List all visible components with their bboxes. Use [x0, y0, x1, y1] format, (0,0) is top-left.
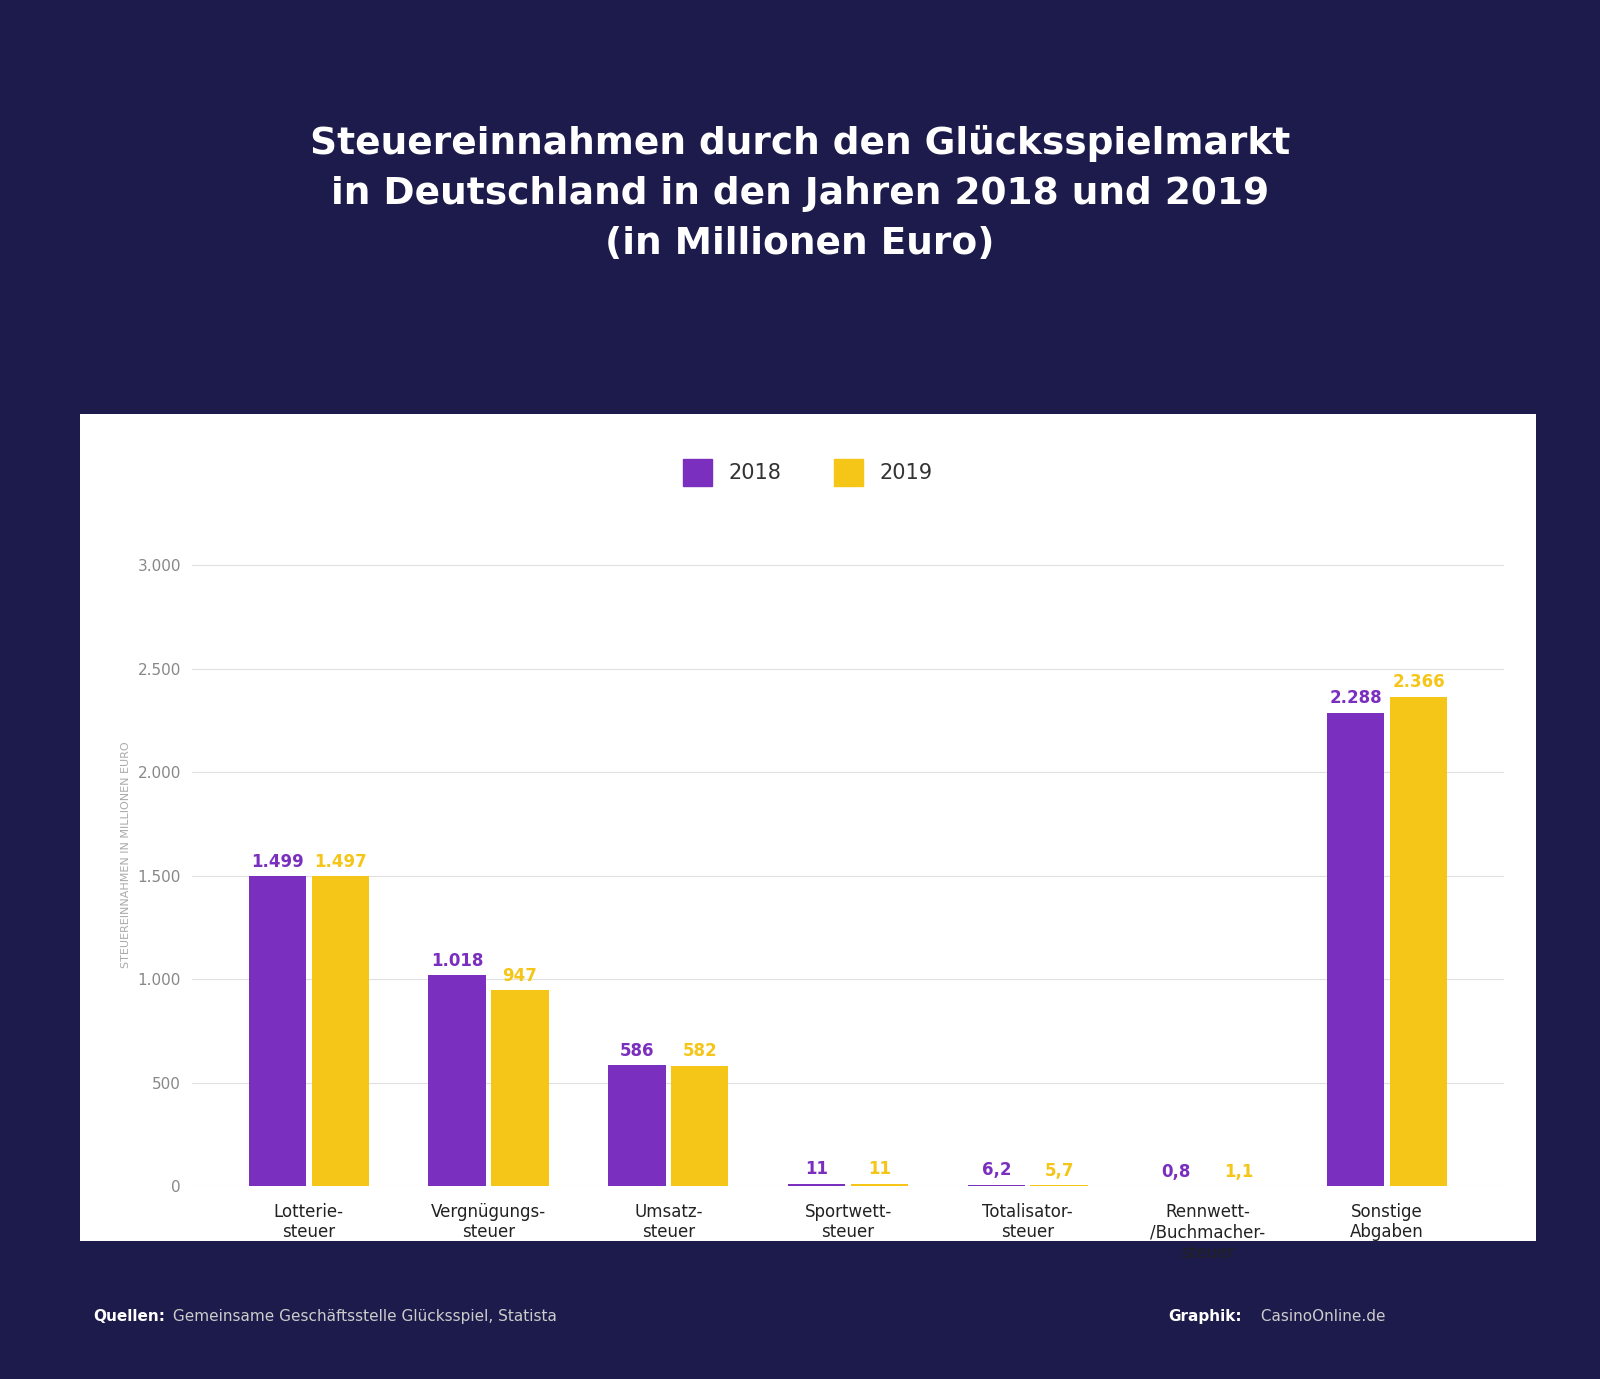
Text: 5,7: 5,7 [1045, 1161, 1074, 1179]
Bar [608, 1065, 666, 1186]
Text: 2.366: 2.366 [1392, 673, 1445, 691]
Text: Steuereinnahmen durch den Glücksspielmarkt
in Deutschland in den Jahren 2018 und: Steuereinnahmen durch den Glücksspielmar… [310, 124, 1290, 262]
Text: CasinoOnline.de: CasinoOnline.de [1256, 1310, 1386, 1324]
Text: Quellen:: Quellen: [93, 1310, 165, 1324]
Bar [1326, 713, 1384, 1186]
Text: 11: 11 [805, 1161, 829, 1179]
Text: 1,1: 1,1 [1224, 1162, 1253, 1180]
Text: 1.497: 1.497 [314, 854, 366, 872]
Text: Graphik:: Graphik: [1168, 1310, 1242, 1324]
Text: 11: 11 [867, 1161, 891, 1179]
Bar [787, 1183, 845, 1186]
Bar [1390, 696, 1448, 1186]
Text: 6,2: 6,2 [981, 1161, 1011, 1179]
Text: 1.499: 1.499 [251, 852, 304, 870]
Text: 586: 586 [619, 1041, 654, 1059]
Bar [851, 1183, 909, 1186]
Text: 1.018: 1.018 [430, 952, 483, 971]
Bar [248, 876, 306, 1186]
Text: 582: 582 [683, 1043, 717, 1060]
Bar [312, 876, 370, 1186]
Bar [429, 975, 486, 1186]
Text: Gemeinsame Geschäftsstelle Glücksspiel, Statista: Gemeinsame Geschäftsstelle Glücksspiel, … [168, 1310, 557, 1324]
Legend: 2018, 2019: 2018, 2019 [675, 451, 941, 494]
Text: 2.288: 2.288 [1330, 690, 1382, 707]
Y-axis label: STEUEREINNAHMEN IN MILLIONEN EURO: STEUEREINNAHMEN IN MILLIONEN EURO [122, 742, 131, 968]
Text: 0,8: 0,8 [1162, 1162, 1190, 1180]
Bar [670, 1066, 728, 1186]
Text: 947: 947 [502, 967, 538, 985]
Bar [491, 990, 549, 1186]
